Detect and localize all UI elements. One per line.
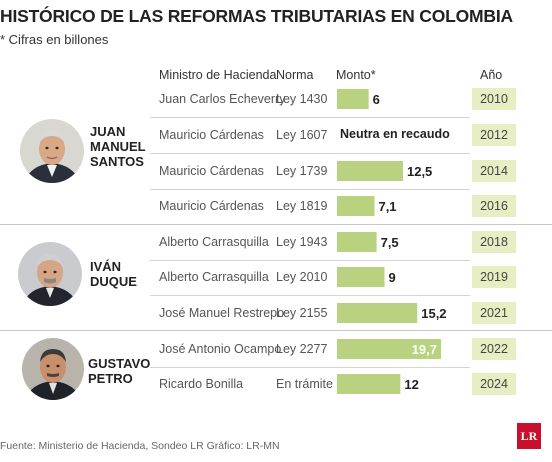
minister-name: Juan Carlos Echeverry	[159, 92, 286, 106]
source-note: Fuente: Ministerio de Hacienda, Sondeo L…	[0, 440, 280, 452]
president-name-duque: IVÁN DUQUE	[90, 259, 137, 289]
minister-name: Mauricio Cárdenas	[159, 199, 264, 213]
table-row: José Manuel Restrepo Ley 2155 2021	[150, 295, 546, 331]
law-number: Ley 1819	[276, 199, 328, 213]
table-row: Mauricio Cárdenas Ley 1607 2012	[150, 117, 546, 153]
column-header-norma: Norma	[276, 68, 314, 82]
table-row: Mauricio Cárdenas Ley 1819 2016	[150, 188, 546, 224]
minister-name: Mauricio Cárdenas	[159, 164, 264, 178]
row-divider	[150, 260, 470, 261]
table-row: Alberto Carrasquilla Ley 2010 2019	[150, 259, 546, 295]
administration-divider	[0, 224, 552, 225]
year-badge: 2019	[472, 266, 516, 288]
law-number: Ley 2277	[276, 342, 328, 356]
administration-divider	[0, 330, 552, 331]
petro-portrait	[22, 338, 84, 400]
minister-name: Alberto Carrasquilla	[159, 270, 269, 284]
row-divider	[150, 367, 470, 368]
law-number: Ley 1607	[276, 128, 328, 142]
column-header-ministro: Ministro de Hacienda	[159, 68, 277, 82]
year-badge: 2022	[472, 338, 516, 360]
year-badge: 2014	[472, 160, 516, 182]
table-row: Mauricio Cárdenas Ley 1739 2014	[150, 153, 546, 189]
chart-subtitle: * Cifras en billones	[0, 32, 109, 47]
minister-name: Alberto Carrasquilla	[159, 235, 269, 249]
duque-portrait	[18, 242, 82, 306]
table-row: Alberto Carrasquilla Ley 1943 2018	[150, 224, 546, 260]
column-header-anio: Año	[480, 68, 503, 82]
year-badge: 2024	[472, 373, 516, 395]
law-number: Ley 2155	[276, 306, 328, 320]
minister-name: José Manuel Restrepo	[159, 306, 285, 320]
year-badge: 2016	[472, 195, 516, 217]
minister-name: José Antonio Ocampo	[159, 342, 282, 356]
santos-portrait	[20, 119, 84, 183]
law-number: Ley 2010	[276, 270, 328, 284]
year-badge: 2018	[472, 231, 516, 253]
president-name-santos: JUAN MANUEL SANTOS	[90, 124, 146, 169]
column-header-monto: Monto*	[336, 68, 376, 82]
law-number: En trámite	[276, 377, 333, 391]
row-divider	[150, 117, 470, 118]
table-row: Ricardo Bonilla En trámite 2024	[150, 366, 546, 402]
neutral-revenue-label: Neutra en recaudo	[340, 127, 450, 141]
president-name-petro: GUSTAVO PETRO	[88, 356, 151, 386]
chart-title: HISTÓRICO DE LAS REFORMAS TRIBUTARIAS EN…	[0, 6, 513, 26]
minister-name: Mauricio Cárdenas	[159, 128, 264, 142]
law-number: Ley 1430	[276, 92, 328, 106]
minister-name: Ricardo Bonilla	[159, 377, 244, 391]
table-row: José Antonio Ocampo Ley 2277 2022	[150, 331, 546, 367]
row-divider	[150, 295, 470, 296]
year-badge: 2021	[472, 302, 516, 324]
lr-logo: LR	[517, 423, 541, 449]
year-badge: 2012	[472, 124, 516, 146]
row-divider	[150, 153, 470, 154]
year-badge: 2010	[472, 88, 516, 110]
row-divider	[150, 189, 470, 190]
law-number: Ley 1739	[276, 164, 328, 178]
law-number: Ley 1943	[276, 235, 328, 249]
table-row: Juan Carlos Echeverry Ley 1430 2010	[150, 81, 546, 117]
